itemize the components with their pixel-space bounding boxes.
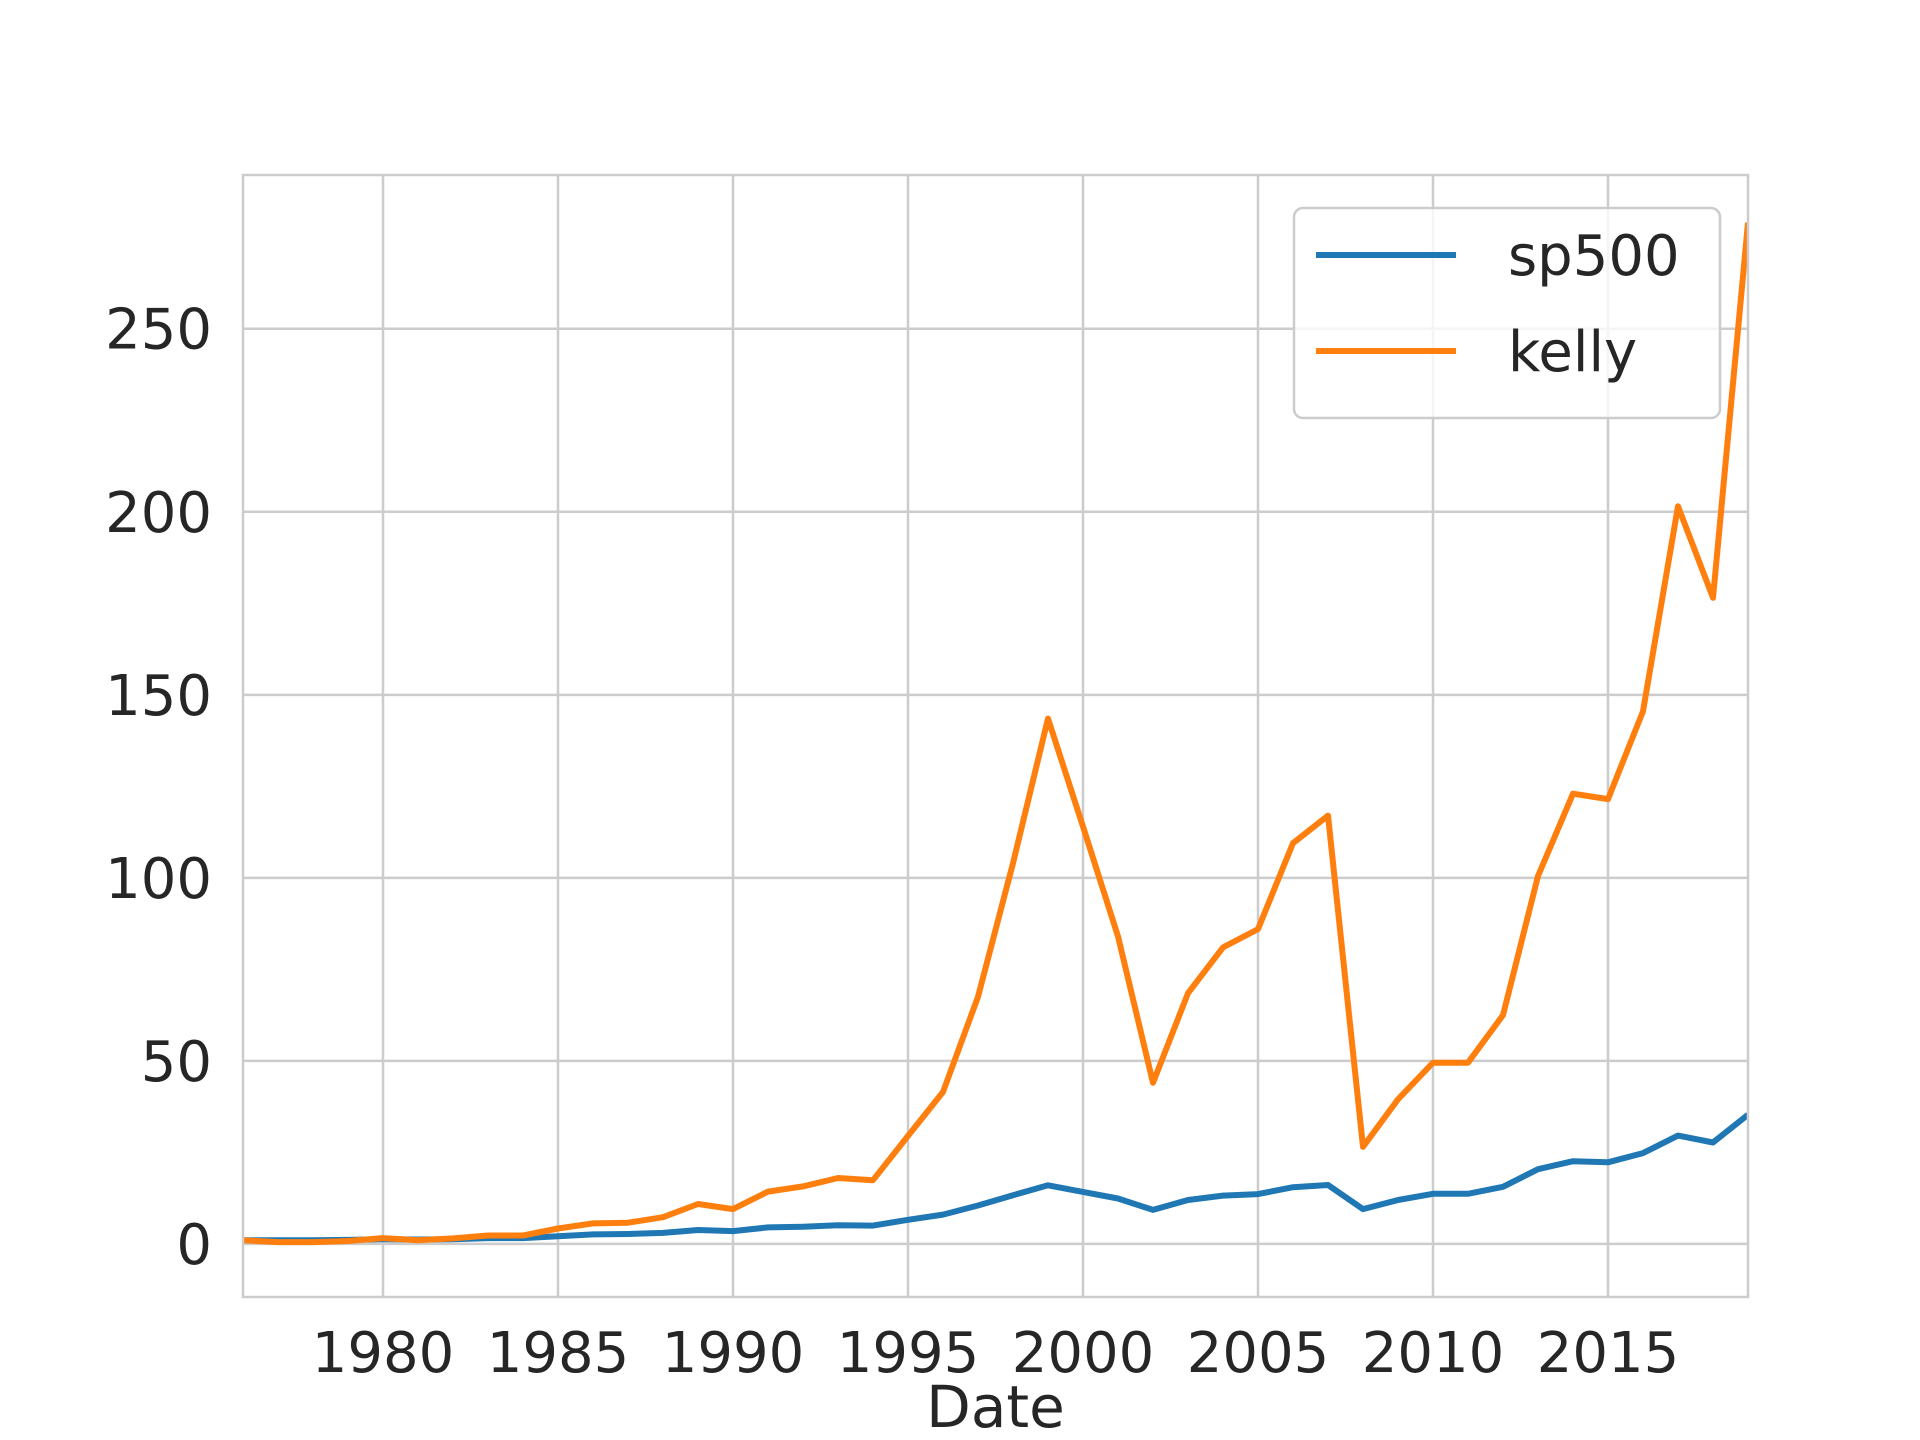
- y-tick-label-150: 150: [105, 664, 212, 729]
- plot-frame: [241, 173, 1750, 1299]
- x-tick-label-1995: 1995: [837, 1321, 980, 1386]
- series-line-kelly: [243, 222, 1748, 1246]
- x-tick-label-2010: 2010: [1362, 1321, 1505, 1386]
- series-line-sp500: [243, 1112, 1748, 1244]
- x-tick-label-2015: 2015: [1537, 1321, 1680, 1386]
- y-tick-label-50: 50: [141, 1030, 212, 1095]
- y-tick-label-0: 0: [176, 1213, 212, 1278]
- y-tick-labels: 0 50 100 150 200 250: [105, 298, 212, 1278]
- legend: sp500 kelly: [1292, 206, 1722, 420]
- x-tick-label-2000: 2000: [1012, 1321, 1155, 1386]
- x-axis-title: Date: [926, 1373, 1065, 1440]
- y-tick-label-200: 200: [105, 481, 212, 546]
- legend-box: [1292, 206, 1722, 420]
- x-tick-label-2005: 2005: [1187, 1321, 1330, 1386]
- x-tick-labels: 1980 1985 1990 1995 2000 2005 2010 2015: [312, 1321, 1680, 1386]
- legend-label-kelly: kelly: [1508, 320, 1637, 385]
- series-lines: [243, 222, 1748, 1246]
- legend-label-sp500: sp500: [1508, 224, 1680, 289]
- x-tick-label-1990: 1990: [662, 1321, 805, 1386]
- x-tick-label-1980: 1980: [312, 1321, 455, 1386]
- x-tick-label-1985: 1985: [487, 1321, 630, 1386]
- y-tick-label-100: 100: [105, 847, 212, 912]
- y-tick-label-250: 250: [105, 298, 212, 363]
- legend-items: sp500 kelly: [1316, 224, 1680, 385]
